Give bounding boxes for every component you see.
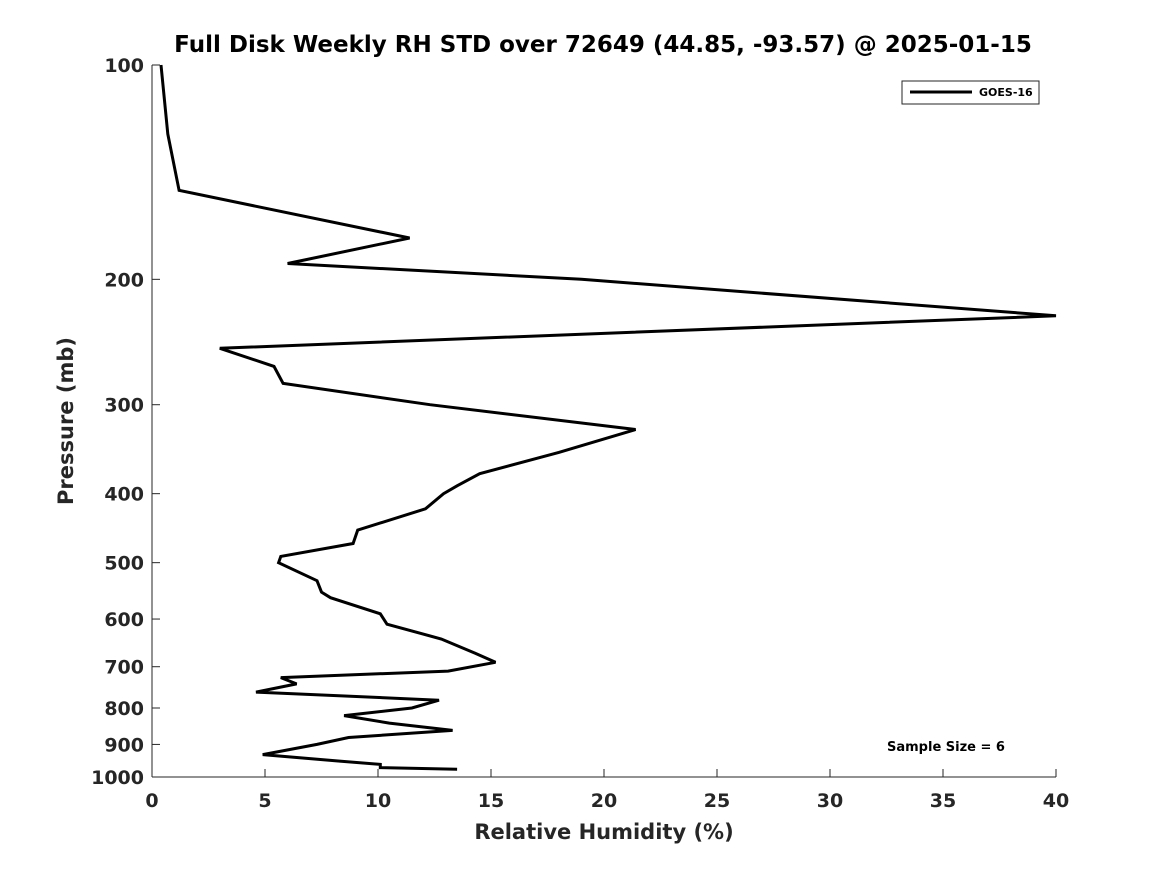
x-tick-label: 30 — [817, 790, 843, 812]
y-tick-label: 600 — [104, 609, 144, 631]
x-tick-label: 15 — [478, 790, 504, 812]
series-layer — [159, 64, 1057, 771]
x-tick-label: 10 — [365, 790, 391, 812]
x-tick-label: 40 — [1043, 790, 1069, 812]
x-tick-label: 5 — [258, 790, 271, 812]
y-tick-label: 300 — [104, 395, 144, 417]
legend: GOES-16 — [901, 80, 1040, 105]
series-line-goes-16 — [159, 64, 1057, 771]
chart-title: Full Disk Weekly RH STD over 72649 (44.8… — [174, 32, 1032, 58]
x-tick-label: 0 — [145, 790, 158, 812]
x-axis-label: Relative Humidity (%) — [474, 820, 733, 844]
y-tick-label: 700 — [104, 657, 144, 679]
y-tick-label: 100 — [104, 55, 144, 77]
x-tick-label: 25 — [704, 790, 730, 812]
y-tick-label: 900 — [104, 734, 144, 756]
y-axis-label: Pressure (mb) — [54, 337, 78, 505]
y-tick-label: 1000 — [91, 767, 144, 789]
y-ticks: 100 200 300 400 500 600 700 800 900 1000 — [91, 55, 160, 789]
x-tick-label: 20 — [591, 790, 617, 812]
y-tick-label: 500 — [104, 553, 144, 575]
y-tick-label: 800 — [104, 698, 144, 720]
y-tick-label: 200 — [104, 269, 144, 291]
legend-label-goes-16: GOES-16 — [979, 86, 1033, 99]
sample-size-annotation: Sample Size = 6 — [887, 740, 1005, 755]
x-ticks: 0 5 10 15 20 25 30 35 40 — [145, 769, 1069, 812]
y-tick-label: 400 — [104, 484, 144, 506]
plot-area — [152, 65, 1056, 777]
x-tick-label: 35 — [930, 790, 956, 812]
